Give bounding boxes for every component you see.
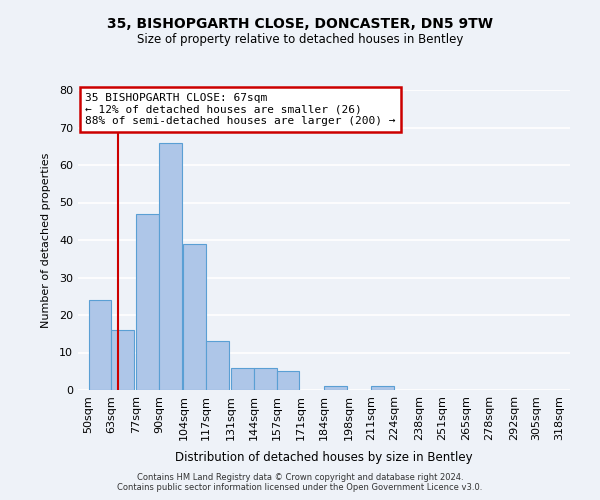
Text: 35, BISHOPGARTH CLOSE, DONCASTER, DN5 9TW: 35, BISHOPGARTH CLOSE, DONCASTER, DN5 9T… [107, 18, 493, 32]
Bar [184, 244, 206, 390]
Bar [159, 142, 182, 390]
Bar [324, 386, 347, 390]
Bar [206, 341, 229, 390]
Text: Contains public sector information licensed under the Open Government Licence v3: Contains public sector information licen… [118, 482, 482, 492]
Bar [136, 214, 159, 390]
Text: 35 BISHOPGARTH CLOSE: 67sqm
← 12% of detached houses are smaller (26)
88% of sem: 35 BISHOPGARTH CLOSE: 67sqm ← 12% of det… [85, 93, 396, 126]
Y-axis label: Number of detached properties: Number of detached properties [41, 152, 50, 328]
Bar [231, 368, 254, 390]
Bar [277, 371, 299, 390]
Bar [89, 300, 112, 390]
Bar [254, 368, 277, 390]
Bar [371, 386, 394, 390]
Bar [112, 330, 134, 390]
X-axis label: Distribution of detached houses by size in Bentley: Distribution of detached houses by size … [175, 451, 473, 464]
Text: Size of property relative to detached houses in Bentley: Size of property relative to detached ho… [137, 32, 463, 46]
Text: Contains HM Land Registry data © Crown copyright and database right 2024.: Contains HM Land Registry data © Crown c… [137, 472, 463, 482]
